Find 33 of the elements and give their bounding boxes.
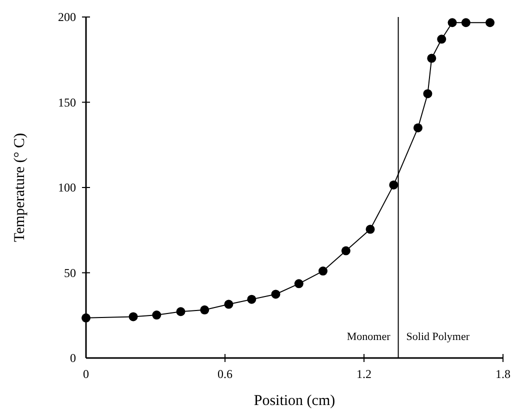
point <box>427 54 436 63</box>
y-tick-label: 200 <box>58 10 76 24</box>
point <box>128 312 138 322</box>
point <box>341 246 350 256</box>
y-tick-label: 150 <box>58 95 76 110</box>
point <box>176 307 186 316</box>
x-tick-label: 1.8 <box>496 367 510 381</box>
point <box>437 34 446 44</box>
x-axis-title: Position (cm) <box>254 393 336 409</box>
y-tick-label: 0 <box>70 351 76 366</box>
x-tick-label: 1.2 <box>356 367 372 381</box>
y-tick-label: 50 <box>64 266 76 280</box>
point <box>152 310 162 320</box>
point <box>82 313 90 322</box>
x-tick-label: 0.6 <box>218 367 232 381</box>
point <box>294 279 304 288</box>
point <box>271 290 280 299</box>
point <box>200 305 210 314</box>
point <box>247 294 256 304</box>
y-axis-title: Temperature (° C) <box>12 132 28 242</box>
point <box>366 224 375 234</box>
point <box>461 18 470 28</box>
annotation: Monomer <box>346 331 391 343</box>
point <box>486 18 495 28</box>
annotation: Solid Polymer <box>406 331 470 343</box>
point <box>389 180 398 190</box>
x-tick-label: 0 <box>83 367 89 381</box>
point <box>448 18 457 28</box>
y-tick-label: 100 <box>58 180 76 195</box>
point <box>224 300 234 309</box>
point <box>413 123 422 132</box>
point <box>423 89 432 98</box>
point <box>318 266 328 276</box>
